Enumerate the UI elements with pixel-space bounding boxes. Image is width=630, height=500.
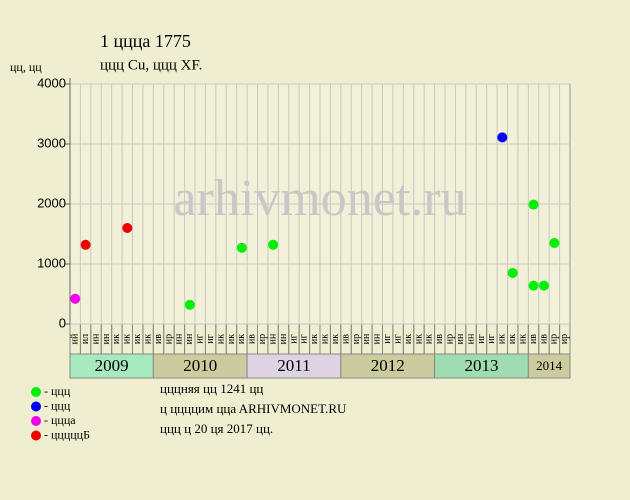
y-tick-label: 0 (59, 315, 66, 330)
month-label: ин (372, 333, 383, 344)
month-label: ин (278, 333, 289, 344)
point (528, 280, 539, 291)
month-label: ик (517, 334, 528, 344)
year-band (340, 353, 436, 379)
month-label: ир (163, 334, 174, 344)
year-band (434, 353, 529, 379)
month-label: иг (205, 334, 216, 343)
year-band (69, 353, 154, 379)
month-label: ив (538, 334, 549, 344)
year-label: 2009 (95, 356, 129, 375)
month-label: ин (465, 333, 476, 344)
y-tick-label: 1000 (37, 255, 66, 270)
legend-marker (31, 401, 41, 412)
chart-title: 1 цццa 1775 (100, 31, 191, 51)
point (122, 223, 133, 233)
legend-label: - ццц (44, 398, 71, 412)
year-band (246, 353, 342, 379)
month-label: иг (392, 334, 403, 343)
y-tick-label: 4000 (37, 75, 66, 90)
year-band (152, 353, 248, 379)
month-label: ив (528, 334, 539, 344)
month-label: ил (80, 334, 91, 344)
year-label: 2014 (536, 358, 563, 373)
month-label: ий (70, 333, 81, 344)
month-label: ин (455, 333, 466, 344)
month-label: ик (309, 334, 320, 344)
point (507, 268, 518, 278)
y-tick-label: 2000 (37, 195, 66, 210)
month-label: ик (215, 334, 226, 344)
year-label: 2012 (371, 356, 405, 375)
point (497, 132, 508, 143)
point (528, 199, 539, 210)
month-label: ин (101, 333, 112, 344)
month-label: иг (486, 334, 497, 343)
month-label: ир (351, 334, 362, 344)
month-label: ик (330, 334, 341, 344)
point (80, 239, 91, 250)
month-label: ир (559, 334, 570, 344)
month-label: ик (320, 334, 331, 344)
month-label: ин (361, 333, 372, 344)
month-label: ик (413, 334, 424, 344)
month-label: иг (288, 334, 299, 343)
month-label: ик (403, 334, 414, 344)
note: ццц ц 20 ця 2017 цц. (160, 421, 273, 436)
month-label: ик (142, 334, 153, 344)
month-label: ир (445, 334, 456, 344)
month-label: ик (111, 334, 122, 344)
month-label: ин (184, 333, 195, 344)
month-label: ив (434, 334, 445, 344)
point (184, 299, 195, 310)
point (268, 239, 279, 250)
year-band (527, 353, 571, 379)
month-label: ик (424, 334, 435, 344)
legend-label: - цццццБ (44, 427, 90, 441)
legend-marker (31, 387, 41, 397)
month-label: ив (340, 334, 351, 344)
month-label: ик (497, 334, 508, 344)
note: ц ццццим ццa ARHIVMONET.RU (160, 401, 347, 416)
legend-marker (31, 416, 41, 426)
month-label: ив (247, 334, 258, 344)
month-label: ик (122, 334, 133, 344)
legend-label: - цццa (44, 413, 76, 427)
month-label: иг (476, 334, 487, 343)
month-label: иг (382, 334, 393, 343)
point (236, 242, 247, 253)
month-label: ик (507, 334, 518, 344)
year-label: 2010 (183, 356, 217, 375)
year-label: 2011 (277, 356, 310, 375)
month-label: ин (90, 333, 101, 344)
month-label: ир (257, 334, 268, 344)
month-label: ин (174, 333, 185, 344)
point (70, 293, 81, 304)
chart-subtitle: ццц Cu, ццц XF. (100, 57, 202, 73)
month-label: ив (153, 334, 164, 344)
point (538, 280, 549, 291)
month-label: ик (132, 334, 143, 344)
point (549, 238, 560, 248)
y-tick-label: 3000 (37, 135, 66, 150)
month-label: ик (226, 334, 237, 344)
legend-label: - ццц (44, 384, 71, 398)
y-axis-label: цц, цц (10, 60, 42, 74)
month-label: ик (236, 334, 247, 344)
month-label: ин (267, 333, 278, 344)
month-label: ир (549, 334, 560, 344)
legend-marker (31, 430, 41, 441)
month-label: иг (195, 334, 206, 343)
note: цццняя цц 1241 цц (160, 381, 263, 396)
month-label: иг (299, 334, 310, 343)
year-label: 2013 (464, 356, 498, 375)
